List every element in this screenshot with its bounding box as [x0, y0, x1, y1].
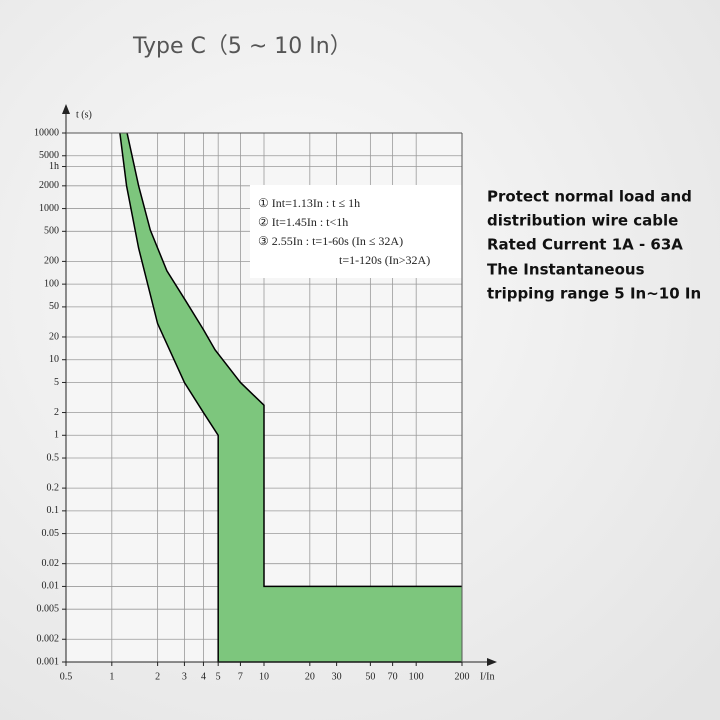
x-tick-label: 50: [365, 671, 375, 682]
annotation: ③ 2.55In : t=1-60s (In ≤ 32A): [258, 234, 403, 248]
y-tick-label: 1: [54, 430, 59, 441]
description: distribution wire cable: [487, 212, 678, 230]
y-tick-label: 1000: [39, 203, 59, 214]
x-tick-label: 70: [388, 671, 398, 682]
y-tick-label: 100: [44, 278, 59, 289]
x-tick-label: 7: [238, 671, 243, 682]
y-tick-label: 10: [49, 354, 59, 365]
annotation: ① Int=1.13In : t ≤ 1h: [258, 196, 360, 210]
y-tick-label: 0.5: [47, 452, 60, 463]
description: The Instantaneous: [487, 261, 645, 279]
x-tick-label: 1: [109, 671, 114, 682]
annotation: t=1-120s (In>32A): [339, 253, 430, 267]
x-tick-label: 10: [259, 671, 269, 682]
x-axis-label: I/In: [480, 671, 494, 682]
y-tick-label: 0.005: [37, 603, 60, 614]
y-axis-arrow: [62, 104, 70, 114]
band: [119, 132, 462, 663]
legend-box: [250, 185, 462, 278]
x-tick-label: 3: [182, 671, 187, 682]
y-tick-label: 5000: [39, 150, 59, 161]
trip-curve: [126, 132, 462, 588]
x-tick-label: 0.5: [60, 671, 73, 682]
y-tick-label: 5: [54, 377, 59, 388]
y-tick-label: 2: [54, 407, 59, 418]
x-tick-label: 100: [409, 671, 424, 682]
x-axis-arrow: [487, 658, 497, 666]
y-tick-label: 20: [49, 331, 59, 342]
x-tick-label: 30: [332, 671, 342, 682]
y-tick-label: 10000: [34, 127, 59, 138]
y-tick-label: 1h: [49, 161, 59, 172]
y-tick-label: 2000: [39, 180, 59, 191]
trip-band: [119, 133, 462, 662]
chart-title: Type C（5 ~ 10 In）: [132, 34, 352, 59]
y-tick-label: 0.001: [37, 656, 60, 667]
y-tick-label: 0.1: [47, 505, 60, 516]
trip-curve: [119, 132, 462, 663]
description: Rated Current 1A - 63A: [487, 236, 683, 254]
annotation: ② It=1.45In : t<1h: [258, 215, 348, 229]
x-tick-label: 20: [305, 671, 315, 682]
y-tick-label: 0.2: [47, 482, 60, 493]
x-tick-label: 4: [201, 671, 206, 682]
y-axis-label: t (s): [76, 109, 92, 120]
y-tick-label: 0.01: [42, 581, 60, 592]
y-tick-label: 500: [44, 226, 59, 237]
y-tick-label: 50: [49, 301, 59, 312]
x-tick-label: 5: [216, 671, 221, 682]
y-tick-label: 0.05: [42, 528, 60, 539]
x-tick-label: 2: [155, 671, 160, 682]
y-tick-label: 0.002: [37, 634, 60, 645]
description: Protect normal load and: [487, 188, 692, 206]
x-tick-label: 200: [455, 671, 470, 682]
y-tick-label: 200: [44, 256, 59, 267]
description: tripping range 5 In~10 In: [487, 285, 701, 303]
y-tick-label: 0.02: [42, 558, 60, 569]
